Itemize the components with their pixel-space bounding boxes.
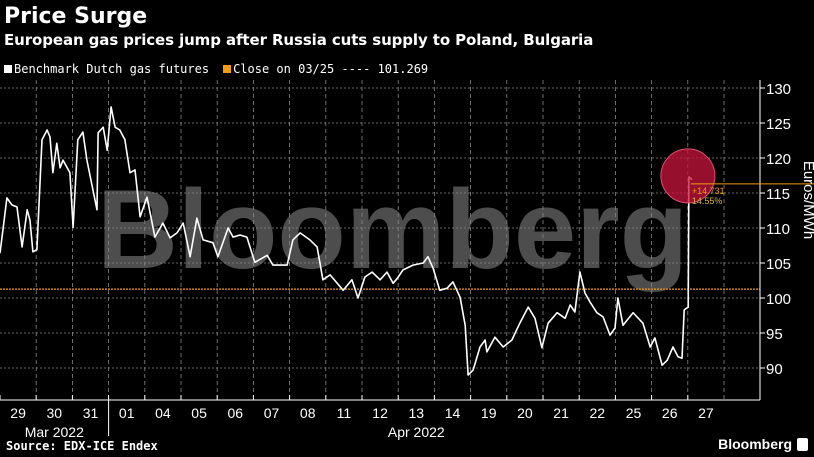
legend-reference-label: Close on 03/25 ---- 101.269 [233,62,429,76]
x-tick-label: 22 [590,405,606,421]
x-tick-label: 31 [83,405,99,421]
y-axis-label: Euros/MWh [800,161,814,239]
annotation-pct: 14.55% [692,196,723,206]
legend-series-label: Benchmark Dutch gas futures [14,62,210,76]
x-tick-label: 25 [626,405,642,421]
x-tick-label: 05 [191,405,207,421]
source-note: Source: EDX-ICE Endex [6,439,158,453]
brand-logo: Bloomberg [718,436,792,452]
chart-title: Price Surge [4,4,148,29]
x-tick-label: 27 [698,405,714,421]
x-tick-label: 13 [409,405,425,421]
x-tick-label: 14 [445,405,461,421]
month-label: Mar 2022 [25,424,84,440]
x-tick-label: 12 [372,405,388,421]
legend-swatch-white [4,65,12,73]
x-tick-label: 08 [300,405,316,421]
watermark: Bloomberg [97,167,688,292]
bloomberg-chart-icon [797,438,808,451]
x-tick-label: 06 [228,405,244,421]
month-label: Apr 2022 [388,424,445,440]
x-tick-label: 29 [10,405,26,421]
y-tick-label: 90 [766,361,783,378]
x-tick-label: 20 [517,405,533,421]
legend: Benchmark Dutch gas futures Close on 03/… [4,62,428,76]
x-tick-label: 11 [337,405,352,421]
y-tick-label: 110 [766,221,790,238]
y-tick-label: 115 [766,186,790,203]
legend-reference-item: Close on 03/25 ---- 101.269 [223,62,428,76]
x-tick-label: 01 [119,405,135,421]
x-tick-label: 07 [264,405,280,421]
x-tick-label: 19 [481,405,497,421]
legend-swatch-orange [223,65,232,73]
highlight-circle [660,148,716,204]
y-tick-label: 120 [766,151,791,168]
series-group [0,106,693,376]
x-tick-label: 21 [553,405,569,421]
y-tick-label: 100 [766,291,791,308]
price-line [0,106,693,376]
x-tick-label: 04 [155,405,171,421]
annotation-change: +14.731 [692,186,725,196]
y-tick-label: 95 [766,326,783,343]
legend-series-item: Benchmark Dutch gas futures [4,62,209,76]
grid [0,80,760,400]
x-tick-label: 26 [662,405,678,421]
y-tick-label: 105 [766,256,791,273]
y-tick-label: 130 [766,81,791,98]
y-tick-label: 125 [766,116,791,133]
x-tick-label: 30 [47,405,63,421]
chart-subtitle: European gas prices jump after Russia cu… [4,31,594,49]
axes: 90 95 100 105 110 115 120 125 130 29 30 31 01 04 05 06 0… [0,80,814,440]
